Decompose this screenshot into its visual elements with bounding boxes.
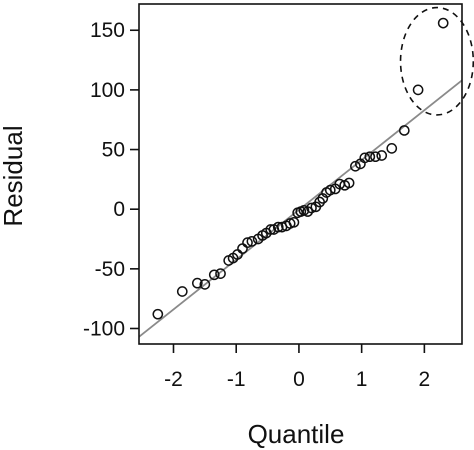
y-tick-label: 100 bbox=[90, 79, 125, 102]
y-tick-label: -50 bbox=[95, 258, 125, 281]
y-tick-label: 50 bbox=[102, 139, 125, 162]
x-tick-label: 1 bbox=[356, 368, 368, 391]
data-point-12 bbox=[246, 236, 258, 247]
y-tick-label: -100 bbox=[83, 317, 125, 340]
x-axis-title: Quantile bbox=[248, 419, 345, 449]
y-tick-label: 0 bbox=[113, 198, 125, 221]
data-point-3 bbox=[191, 277, 203, 289]
outlier-highlight-ellipse bbox=[399, 6, 474, 116]
data-point-41 bbox=[370, 151, 381, 163]
data-point-37 bbox=[350, 160, 361, 172]
data-point-1 bbox=[152, 308, 164, 320]
data-point-43 bbox=[386, 143, 398, 154]
data-point-11 bbox=[242, 237, 253, 248]
data-point-6 bbox=[215, 268, 226, 279]
y-tick-label: 150 bbox=[90, 19, 125, 42]
data-point-5 bbox=[208, 269, 220, 281]
x-tick-label: -2 bbox=[164, 368, 183, 391]
data-point-29 bbox=[314, 196, 325, 208]
data-point-44 bbox=[398, 125, 410, 136]
data-point-2 bbox=[176, 286, 188, 297]
data-point-39 bbox=[359, 152, 371, 164]
data-point-42 bbox=[376, 150, 388, 161]
x-tick-label: 0 bbox=[293, 368, 305, 391]
plot-frame bbox=[138, 3, 463, 345]
data-point-10 bbox=[237, 243, 248, 254]
data-point-27 bbox=[306, 202, 317, 214]
y-axis-title: Residual bbox=[0, 125, 28, 226]
data-point-36 bbox=[343, 177, 355, 189]
x-tick-label: 2 bbox=[419, 368, 431, 391]
data-point-22 bbox=[288, 216, 300, 228]
data-point-32 bbox=[324, 184, 336, 196]
data-point-4 bbox=[199, 279, 211, 290]
data-point-40 bbox=[364, 151, 376, 163]
x-tick-label: -1 bbox=[227, 368, 246, 391]
data-point-26 bbox=[302, 206, 314, 217]
data-point-45 bbox=[412, 84, 424, 96]
data-point-46 bbox=[437, 17, 449, 29]
data-point-16 bbox=[265, 224, 277, 235]
data-point-18 bbox=[272, 221, 284, 233]
